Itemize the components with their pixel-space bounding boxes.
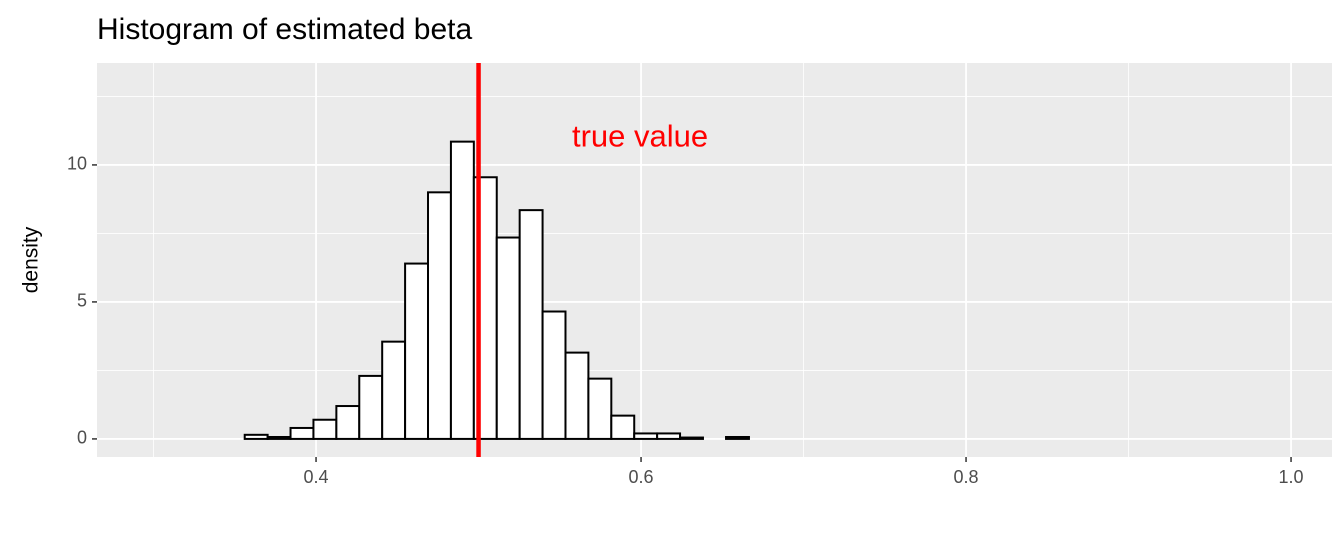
bar bbox=[381, 340, 407, 440]
y-tick-label: 10 bbox=[67, 154, 87, 174]
panel bbox=[97, 63, 1332, 457]
bar bbox=[427, 191, 452, 440]
bar bbox=[312, 418, 338, 440]
bar bbox=[633, 432, 659, 440]
chart-title: Histogram of estimated beta bbox=[97, 13, 472, 46]
bar bbox=[679, 436, 704, 440]
bar bbox=[404, 262, 430, 440]
bar bbox=[495, 236, 521, 440]
y-tick-label: 5 bbox=[77, 291, 87, 311]
annotation: true value bbox=[572, 118, 708, 153]
bar bbox=[289, 426, 315, 440]
bar bbox=[449, 140, 475, 440]
bar bbox=[564, 351, 590, 440]
x-tick-label: 0.4 bbox=[304, 467, 329, 487]
x-tick-label: 0.8 bbox=[954, 467, 979, 487]
bar bbox=[610, 414, 636, 440]
bar bbox=[656, 432, 682, 440]
x-tick-label: 1.0 bbox=[1279, 467, 1304, 487]
bar bbox=[725, 435, 750, 440]
bar bbox=[243, 433, 269, 440]
bar bbox=[266, 435, 292, 440]
x-tick-label: 0.6 bbox=[629, 467, 654, 487]
y-axis-label: density bbox=[20, 226, 43, 293]
y-tick-label: 0 bbox=[77, 428, 87, 448]
bar bbox=[335, 405, 361, 440]
bar bbox=[358, 374, 384, 440]
bar bbox=[587, 377, 613, 440]
bar bbox=[518, 209, 544, 440]
bar bbox=[541, 310, 567, 440]
